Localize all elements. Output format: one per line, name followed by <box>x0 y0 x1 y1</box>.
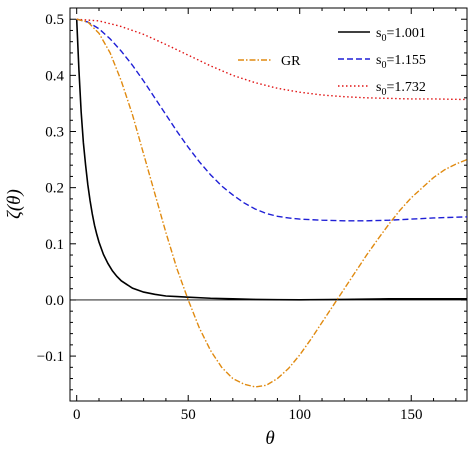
y-tick-label: −0.1 <box>37 349 64 365</box>
legend: s0=1.001 s0=1.155 s0=1.732 GR <box>238 26 426 98</box>
legend-label-2: s0=1.732 <box>376 80 426 98</box>
y-axis-label: ζ(θ) <box>4 189 25 219</box>
x-tick-label: 50 <box>181 407 196 423</box>
plot-frame <box>69 7 468 402</box>
gr-label: GR <box>281 54 301 69</box>
legend-label-1: s0=1.155 <box>376 53 426 71</box>
ticks <box>70 7 467 402</box>
y-tick-label: 0.0 <box>45 293 64 309</box>
y-tick-label: 0.3 <box>45 125 64 141</box>
series-line-1 <box>76 18 468 222</box>
x-tick-label: 150 <box>400 407 423 423</box>
series-line-3 <box>76 18 468 388</box>
series-line-2 <box>76 18 468 101</box>
y-tick-label: 0.4 <box>45 68 64 84</box>
y-tick-label: 0.2 <box>45 181 64 197</box>
x-tick-label: 0 <box>73 407 81 423</box>
series-line-0 <box>75 19 467 301</box>
y-tick-label: 0.1 <box>45 237 64 253</box>
legend-label-0: s0=1.001 <box>376 26 426 44</box>
series-layer <box>75 18 468 388</box>
x-axis-label: θ <box>265 428 274 449</box>
x-tick-label: 100 <box>288 407 311 423</box>
tick-labels: 0 50 100 150 −0.1 0.0 0.1 0.2 0.3 0.4 0.5 <box>37 12 423 423</box>
y-tick-label: 0.5 <box>45 12 64 28</box>
